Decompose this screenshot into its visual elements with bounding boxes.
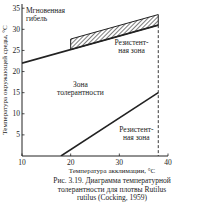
zone-label: гибель <box>26 14 48 23</box>
y-tick <box>22 8 25 9</box>
x-tick-label: 40 <box>164 158 172 167</box>
zone-label: ная зона <box>118 46 145 55</box>
y-tick-label: 10 <box>13 109 21 118</box>
x-axis <box>22 156 168 157</box>
y-axis-label: Температура окружающей среды, °C <box>1 25 9 135</box>
y-axis <box>22 4 23 156</box>
plot-area <box>22 15 158 156</box>
boundary-line <box>61 93 158 156</box>
zone-label: толерантности <box>57 88 104 97</box>
boundary-line <box>158 25 159 156</box>
chart: 5 10 15 20 25 30 35 10 20 30 40 Температура акклима… <box>0 0 200 203</box>
x-tick <box>70 154 71 157</box>
y-tick <box>22 50 25 51</box>
x-tick-label: 30 <box>116 158 124 167</box>
x-tick-label: 20 <box>67 158 75 167</box>
x-axis-label: Температура акклимации, °C <box>69 167 156 175</box>
x-tick <box>22 154 23 157</box>
y-tick <box>22 71 25 72</box>
y-tick <box>22 92 25 93</box>
y-tick <box>22 29 25 30</box>
y-tick-label: 20 <box>13 67 21 76</box>
x-tick <box>119 154 120 157</box>
y-tick <box>22 134 25 135</box>
y-tick-label: 5 <box>16 130 20 139</box>
y-tick-label: 35 <box>13 4 21 13</box>
y-tick-label: 15 <box>13 88 21 97</box>
caption: rutilus (Cocking, 1959) <box>77 193 148 202</box>
y-tick <box>22 113 25 114</box>
lethal-band <box>71 15 159 50</box>
y-tick-label: 30 <box>13 25 21 34</box>
y-tick-label: 25 <box>13 46 21 55</box>
zone-label: ная зона <box>123 133 150 142</box>
x-tick <box>168 154 169 157</box>
x-tick-label: 10 <box>18 158 26 167</box>
